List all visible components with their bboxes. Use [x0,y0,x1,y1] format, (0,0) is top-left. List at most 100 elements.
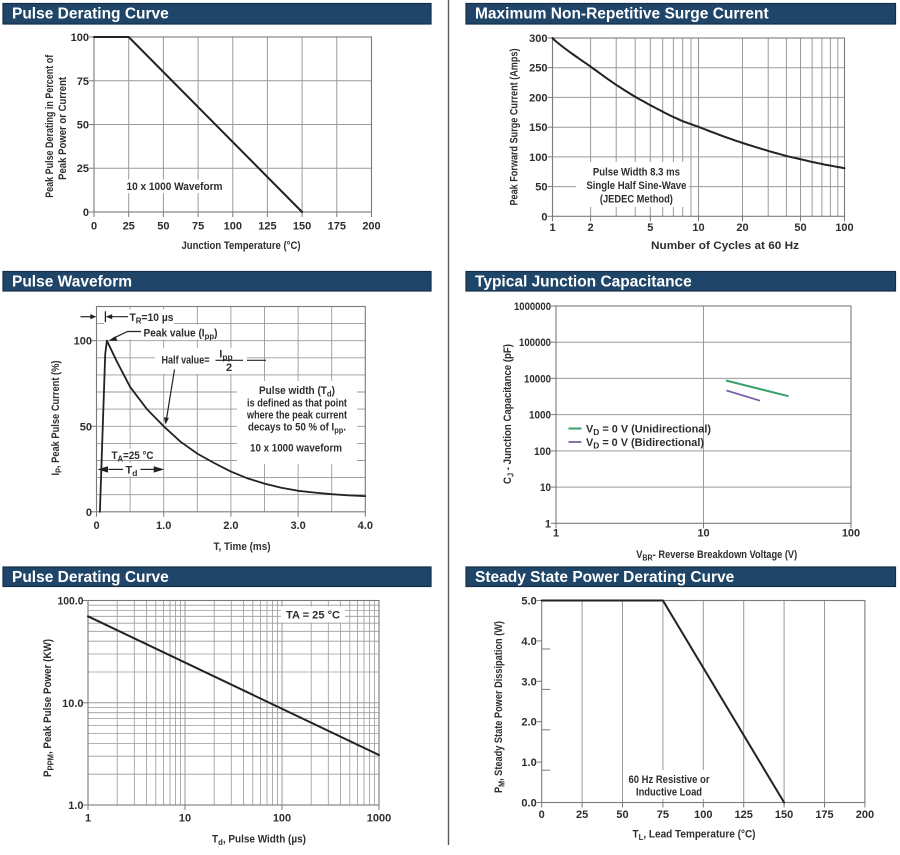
svg-text:150: 150 [529,122,547,134]
svg-text:250: 250 [529,63,547,75]
svg-text:2: 2 [588,222,594,234]
svg-text:175: 175 [328,221,346,233]
svg-text:is defined as that point: is defined as that point [247,398,347,410]
svg-text:25: 25 [77,163,89,175]
svg-text:150: 150 [775,809,793,821]
svg-text:100: 100 [74,336,92,348]
svg-text:3.0: 3.0 [290,520,305,532]
svg-text:(JEDEC Method): (JEDEC Method) [600,194,673,206]
svg-text:100: 100 [273,813,291,825]
svg-text:100: 100 [534,446,551,458]
svg-text:decays to 50 % of Ipp.: decays to 50 % of Ipp. [248,422,346,436]
svg-text:Pulse width (Td): Pulse width (Td) [259,385,335,399]
svg-text:100: 100 [71,32,89,44]
svg-text:0.0: 0.0 [521,798,536,810]
svg-text:10: 10 [540,482,551,494]
svg-text:100: 100 [529,152,547,164]
svg-text:Single Half Sine-Wave: Single Half Sine-Wave [586,180,686,192]
svg-text:10 x 1000 Waveform: 10 x 1000 Waveform [127,181,223,193]
svg-text:25: 25 [123,221,135,233]
svg-text:50: 50 [535,182,547,194]
svg-text:2.0: 2.0 [223,520,238,532]
svg-text:20: 20 [736,222,748,234]
svg-text:0: 0 [91,221,97,233]
svg-text:60 Hz Resistive or: 60 Hz Resistive or [629,774,711,786]
svg-text:1: 1 [545,518,551,530]
svg-text:125: 125 [258,221,276,233]
svg-text:PM, Steady State Power Dissipa: PM, Steady State Power Dissipation (W) [493,621,507,793]
svg-text:10: 10 [179,813,191,825]
svg-text:Junction Temperature (°C): Junction Temperature (°C) [182,240,301,252]
svg-text:T, Time (ms): T, Time (ms) [214,541,271,553]
svg-text:Peak value (Ipp): Peak value (Ipp) [144,327,218,341]
svg-text:10: 10 [692,222,704,234]
svg-text:1.0: 1.0 [68,800,83,812]
svg-text:10000: 10000 [524,373,551,385]
svg-text:2: 2 [226,362,232,374]
svg-text:1.0: 1.0 [521,757,536,769]
svg-text:100: 100 [835,222,853,234]
svg-text:1000000: 1000000 [514,301,551,313]
svg-text:200: 200 [362,221,380,233]
svg-text:10.0: 10.0 [62,698,83,710]
svg-text:50: 50 [77,120,89,132]
svg-text:75: 75 [192,221,204,233]
svg-text:1000: 1000 [529,410,551,422]
svg-text:where the peak current: where the peak current [246,410,347,422]
svg-text:3.0: 3.0 [521,676,536,688]
svg-text:IP, Peak Pulse Current (%): IP, Peak Pulse Current (%) [50,360,64,475]
svg-text:Inductive Load: Inductive Load [636,787,702,799]
svg-text:Peak Pulse Derating in Percent: Peak Pulse Derating in Percent of [44,55,56,198]
svg-text:Maximum Non-Repetitive Surge C: Maximum Non-Repetitive Surge Current [475,6,769,23]
svg-text:1.0: 1.0 [156,520,171,532]
svg-text:200: 200 [856,809,874,821]
svg-text:100: 100 [694,809,712,821]
svg-text:75: 75 [77,76,89,88]
svg-text:4.0: 4.0 [358,520,373,532]
svg-text:Typical Junction Capacitance: Typical Junction Capacitance [475,274,692,291]
svg-text:2.0: 2.0 [521,717,536,729]
svg-text:1000: 1000 [367,813,391,825]
svg-text:Half value=: Half value= [162,355,210,367]
svg-text:0: 0 [539,809,545,821]
svg-text:50: 50 [157,221,169,233]
svg-text:100: 100 [842,528,860,540]
svg-text:1: 1 [85,813,91,825]
svg-text:100000: 100000 [519,337,551,349]
svg-text:TA = 25 °C: TA = 25 °C [286,610,340,622]
svg-text:Peak Power or Current: Peak Power or Current [57,77,69,180]
svg-text:VD = 0 V (Unidirectional): VD = 0 V (Unidirectional) [586,424,711,438]
svg-text:VBR- Reverse Breakdown Voltage: VBR- Reverse Breakdown Voltage (V) [636,549,797,563]
svg-text:10 x 1000 waveform: 10 x 1000 waveform [250,443,342,455]
svg-text:VD = 0 V (Bidirectional): VD = 0 V (Bidirectional) [586,437,704,451]
svg-text:Steady State Power Derating Cu: Steady State Power Derating Curve [475,569,735,586]
svg-text:Pulse Derating Curve: Pulse Derating Curve [12,6,169,23]
svg-text:0: 0 [86,507,92,519]
svg-text:150: 150 [293,221,311,233]
svg-text:TL, Lead Temperature (°C): TL, Lead Temperature (°C) [633,829,756,843]
svg-text:75: 75 [657,809,669,821]
svg-text:TR=10 µs: TR=10 µs [130,312,174,326]
svg-text:PPPM, Peak Pulse Power (KW): PPPM, Peak Pulse Power (KW) [42,639,56,777]
svg-text:100: 100 [224,221,242,233]
svg-text:Peak Forward Surge Current (Am: Peak Forward Surge Current (Amps) [509,48,521,205]
svg-text:4.0: 4.0 [521,636,536,648]
svg-text:Number of Cycles at 60 Hz: Number of Cycles at 60 Hz [651,240,800,252]
svg-text:5: 5 [647,222,653,234]
svg-text:Ipp: Ipp [219,349,232,363]
svg-text:0: 0 [93,520,99,532]
svg-text:1: 1 [549,222,555,234]
svg-text:300: 300 [529,33,547,45]
svg-text:50: 50 [794,222,806,234]
svg-text:Pulse Width 8.3 ms: Pulse Width 8.3 ms [593,166,680,178]
svg-text:10: 10 [697,528,709,540]
svg-text:125: 125 [735,809,753,821]
svg-text:5.0: 5.0 [521,596,536,608]
svg-text:0: 0 [541,211,547,223]
svg-text:Td: Td [126,464,138,478]
svg-text:Pulse Derating Curve: Pulse Derating Curve [12,569,169,586]
svg-text:50: 50 [80,421,92,433]
svg-text:1: 1 [553,528,559,540]
svg-text:Td, Pulse Width (µs): Td, Pulse Width (µs) [212,834,306,848]
svg-text:175: 175 [815,809,833,821]
